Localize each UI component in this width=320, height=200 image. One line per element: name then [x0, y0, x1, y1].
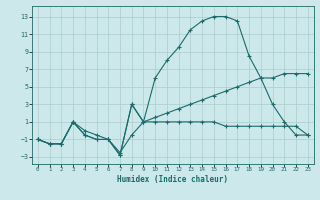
X-axis label: Humidex (Indice chaleur): Humidex (Indice chaleur): [117, 175, 228, 184]
